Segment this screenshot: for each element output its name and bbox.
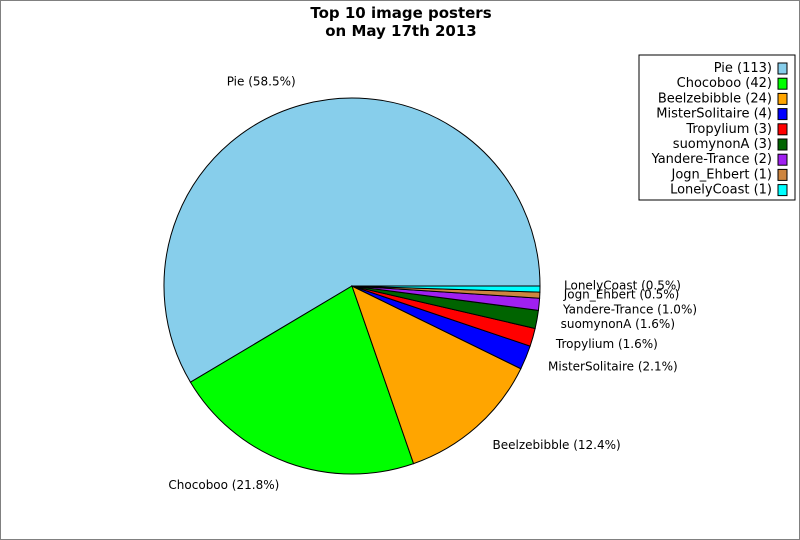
legend-entry-label: Jogn_Ehbert (1) [671,167,772,182]
legend-entry-label: Chocoboo (42) [677,76,772,91]
pie-slice-chocoboo [189,285,415,475]
legend-box [638,54,796,201]
slice-label-chocoboo: Chocoboo (21.8%) [168,478,279,492]
legend-entry-label: Pie (113) [714,61,772,76]
legend-swatch [777,62,788,75]
legend-entry-label: suomynonA (3) [673,137,772,152]
legend-swatch [777,77,788,90]
slice-labels: Pie (58.5%) Chocoboo (21.8%) Beelzebibble … [168,75,697,493]
legend-swatch [777,168,788,181]
pie-slice-pie [163,97,541,383]
slice-label-pie: Pie (58.5%) [227,75,296,89]
legend-swatch [777,153,788,166]
slice-label-suomynona: suomynonA (1.6%) [561,317,675,331]
legend-swatch [777,123,788,136]
slice-label-lonelycoast: LonelyCoast (0.5%) [564,279,681,293]
chart-title-line-2: on May 17th 2013 [325,22,477,40]
legend-entry-label: Yandere-Trance (2) [651,152,772,167]
pie-slice-beelzebibble [351,285,522,465]
chart-title-line-1: Top 10 image posters [310,4,491,22]
legend-entry-label: LonelyCoast (1) [670,183,772,198]
legend-swatch [777,184,788,197]
legend-swatch [777,92,788,105]
legend-swatch [777,138,788,151]
slice-label-beelzebibble: Beelzebibble (12.4%) [493,438,621,452]
pie-slice-lonelycoast [351,285,541,293]
slice-label-jogn_ehbert: Jogn_Ehbert (0.5%) [563,287,680,301]
chart-title: Top 10 image posters on May 17th 2013 [310,4,491,40]
legend-entry-label: MisterSolitaire (4) [656,107,772,122]
slice-label-mistersolitaire: MisterSolitaire (2.1%) [548,360,678,374]
legend: Pie (113)Chocoboo (42)Beelzebibble (24)M… [638,54,796,201]
legend-entry-label: Beelzebibble (24) [658,91,772,106]
slice-label-tropylium: Tropylium (1.6%) [555,337,658,351]
pie-slices [163,97,541,475]
slice-label-yandere-trance: Yandere-Trance (1.0%) [562,303,697,317]
legend-swatch [777,108,788,121]
legend-entry-label: Tropylium (3) [685,122,772,137]
